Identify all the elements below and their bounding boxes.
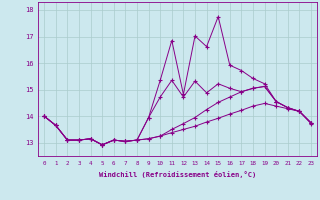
X-axis label: Windchill (Refroidissement éolien,°C): Windchill (Refroidissement éolien,°C)	[99, 171, 256, 178]
